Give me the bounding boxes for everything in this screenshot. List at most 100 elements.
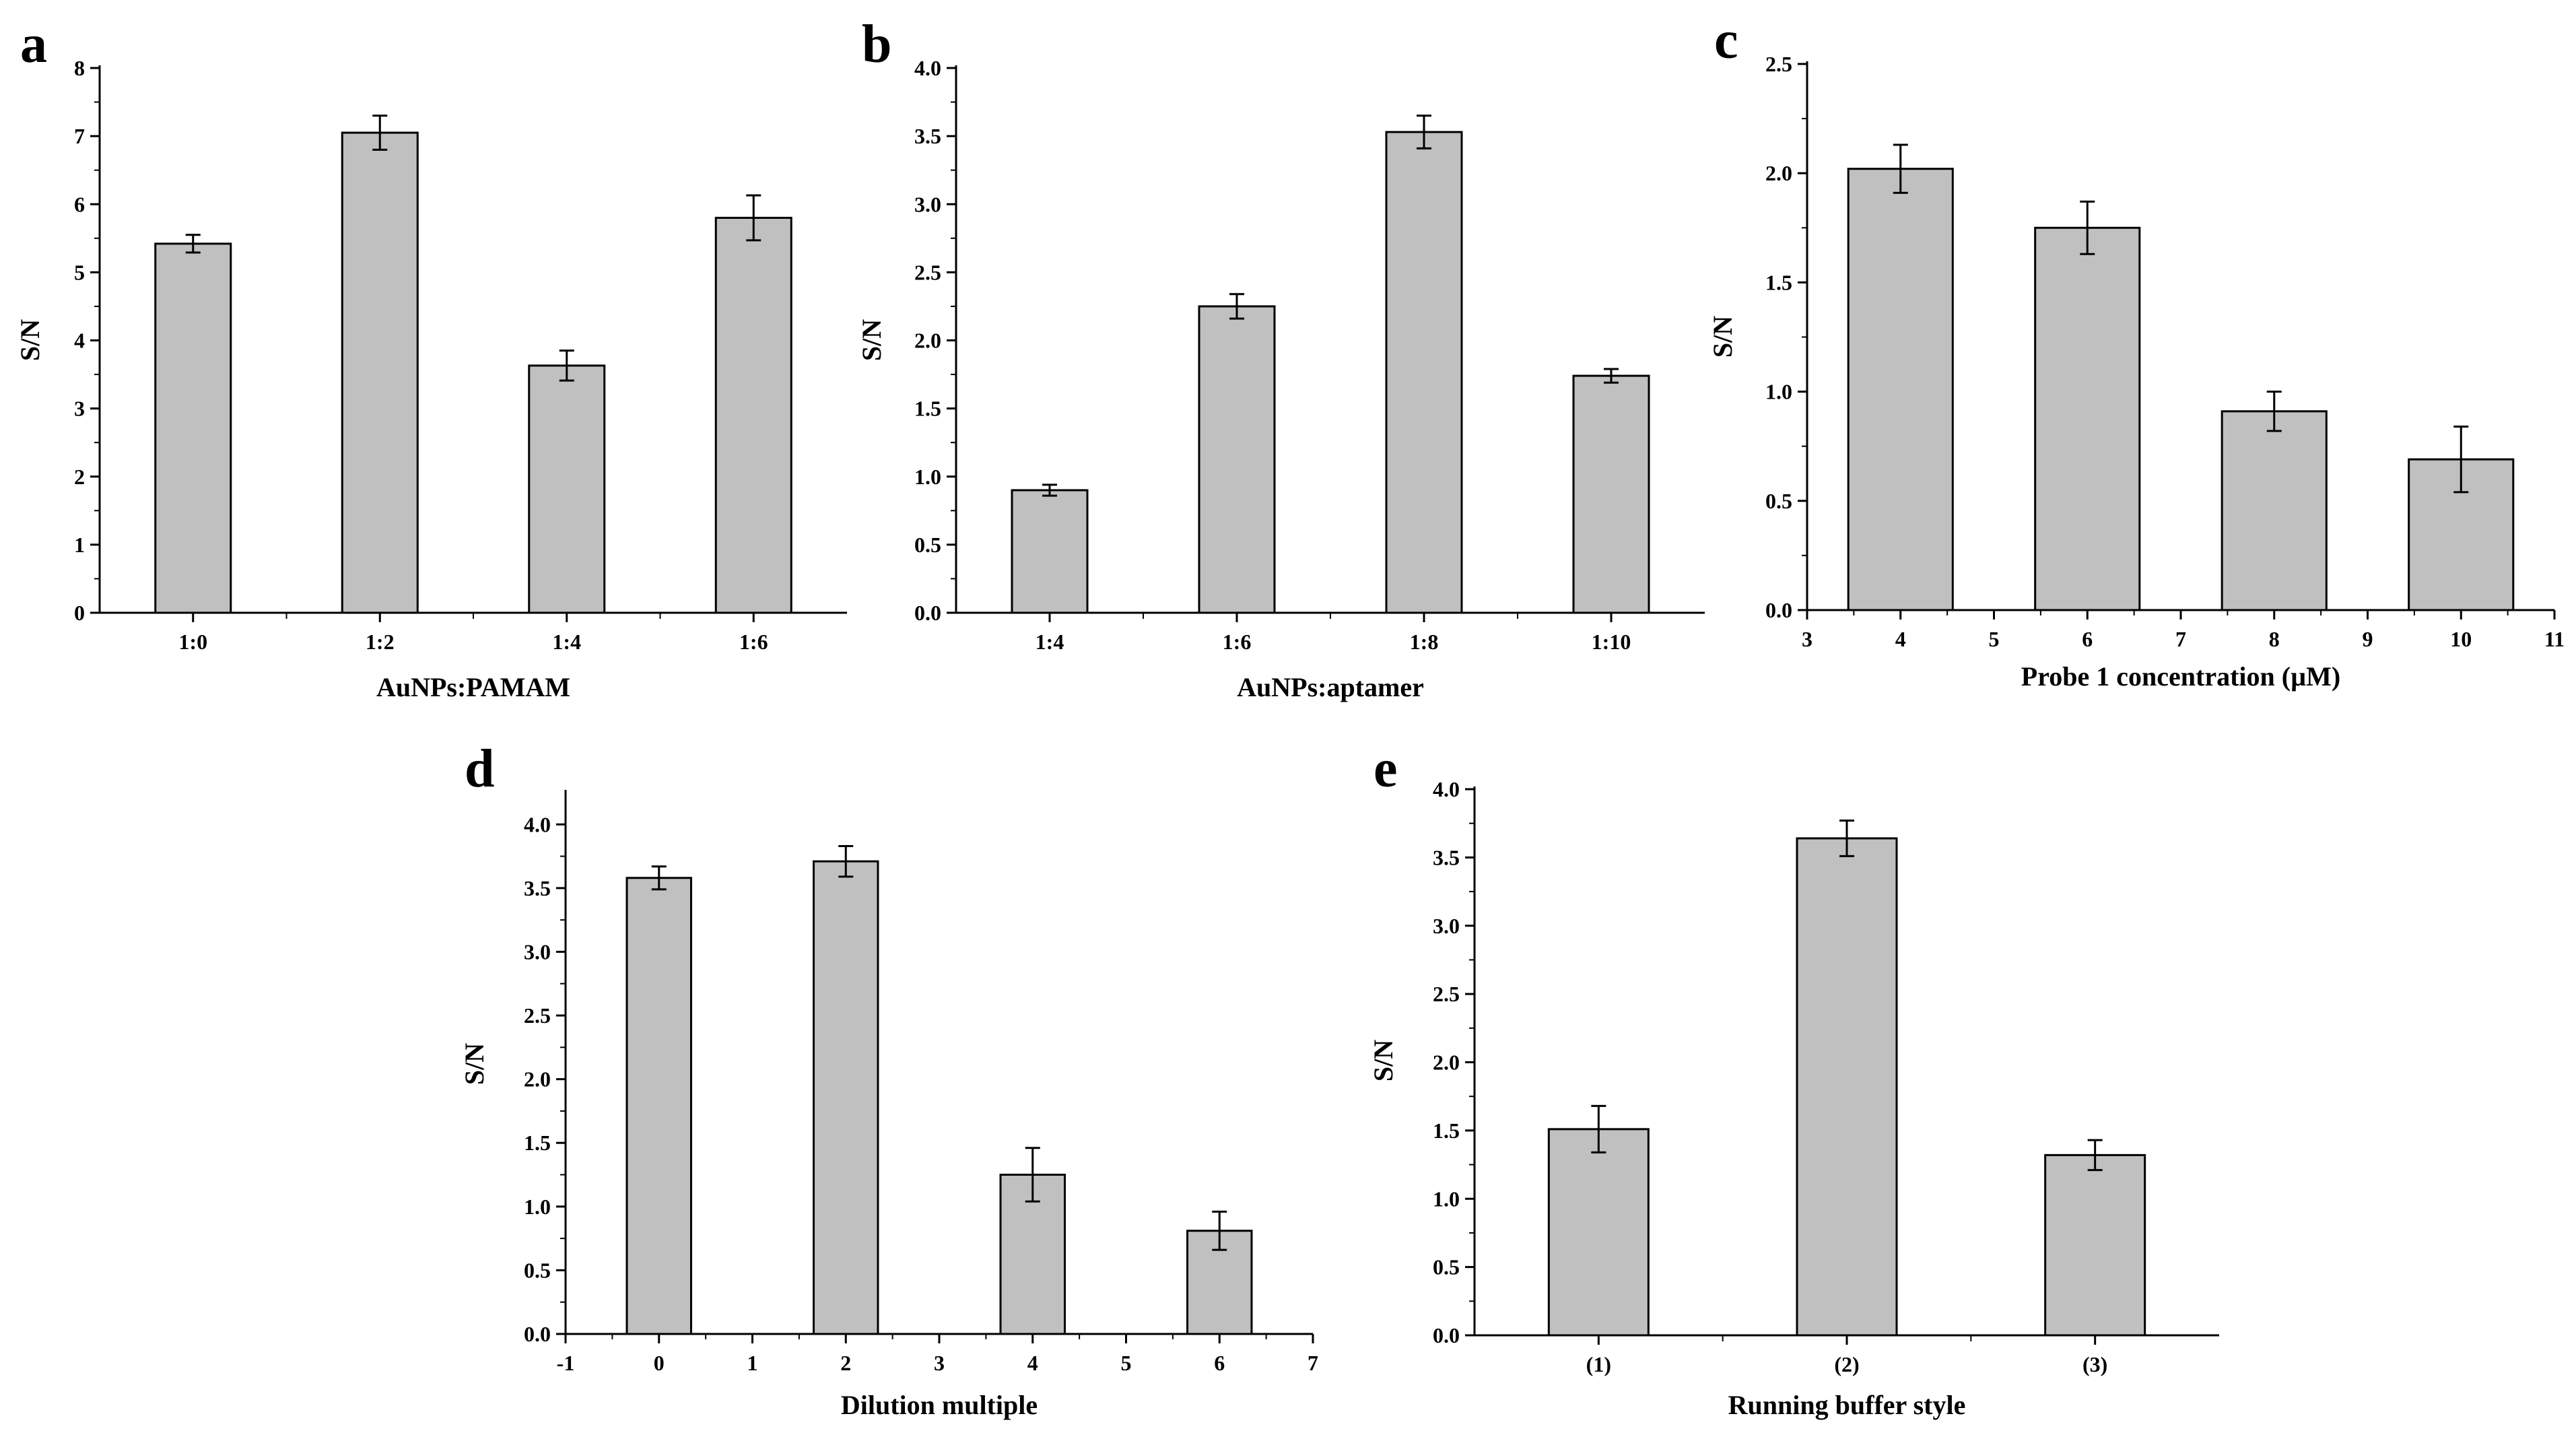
y-axis-label: S/N — [1368, 1040, 1398, 1081]
panel-letter: b — [862, 15, 892, 74]
x-tick-label: 6 — [2082, 627, 2093, 651]
x-tick-label: 1:4 — [1036, 630, 1064, 654]
y-axis-label: S/N — [459, 1043, 489, 1085]
x-tick-label: 4 — [1895, 627, 1906, 651]
y-tick-label: 6 — [74, 192, 85, 216]
y-tick-label: 0.0 — [1765, 598, 1792, 622]
bar — [625, 877, 692, 1335]
bar — [2034, 226, 2141, 611]
y-tick-label: 7 — [74, 124, 85, 148]
x-tick-label: 3 — [1802, 627, 1812, 651]
y-tick-label: 1.0 — [1765, 380, 1792, 404]
x-tick-label: 8 — [2269, 627, 2280, 651]
panel-d: 0.0 0.5 1.0 1.5 2.0 2.5 3.0 3.5 4.0 -1 0 1 2 3 4 5 6 7 Dil… — [459, 739, 1318, 1420]
x-tick-label: 7 — [1308, 1351, 1318, 1375]
x-axis-label: AuNPs:PAMAM — [376, 672, 570, 702]
bar — [1572, 374, 1650, 614]
y-tick-label: 0.0 — [1433, 1323, 1460, 1347]
y-tick-label: 4.0 — [914, 56, 941, 80]
x-tick-label: 6 — [1214, 1351, 1225, 1375]
y-tick-label: 2.0 — [1433, 1050, 1460, 1075]
x-tick-label: 1:2 — [366, 630, 395, 654]
x-tick-label: 1:4 — [552, 630, 581, 654]
y-tick-label: 1.0 — [914, 465, 941, 489]
y-axis-label: S/N — [856, 319, 887, 361]
y-tick-label: 2.5 — [524, 1003, 551, 1028]
x-tick-label: 5 — [1989, 627, 2000, 651]
bar — [2221, 410, 2328, 611]
x-axis-label: AuNPs:aptamer — [1237, 672, 1424, 702]
y-tick-label: 3.5 — [1433, 845, 1460, 869]
y-tick-label: 2.0 — [524, 1067, 551, 1092]
x-tick-label: (2) — [1834, 1352, 1859, 1376]
x-axis-label: Probe 1 concentration (µM) — [2021, 661, 2340, 692]
panel-letter: d — [465, 739, 495, 799]
y-tick-label: 3.5 — [914, 124, 941, 148]
x-tick-label: 9 — [2363, 627, 2373, 651]
x-axis-label: Running buffer style — [1728, 1390, 1966, 1420]
y-tick-label: 0.5 — [1765, 489, 1792, 513]
bar — [1547, 1128, 1650, 1337]
bar — [1198, 305, 1276, 614]
x-tick-label: 5 — [1121, 1351, 1132, 1375]
bar — [1385, 131, 1463, 614]
x-axis-label: Dilution multiple — [841, 1390, 1038, 1420]
x-tick-label: 11 — [2544, 627, 2565, 651]
x-tick-label: 4 — [1027, 1351, 1038, 1375]
x-tick-label: 1:6 — [1223, 630, 1252, 654]
y-tick-label: 0.0 — [914, 601, 941, 625]
y-tick-label: 4.0 — [1433, 777, 1460, 801]
y-tick-label: 5 — [74, 260, 85, 284]
panel-letter: e — [1374, 739, 1398, 799]
bar — [341, 131, 419, 614]
bar — [528, 364, 606, 614]
y-tick-label: 1.0 — [1433, 1186, 1460, 1211]
panel-a: 0 1 2 3 4 5 6 7 8 1:0 1:2 1:4 1:6 AuNPs:PAMAM S/N a — [15, 15, 847, 702]
y-tick-label: 0.0 — [524, 1322, 551, 1346]
panel-c: 0.0 0.5 1.0 1.5 2.0 2.5 3 4 5 6 7 8 9 10 11 Probe 1 con… — [1707, 11, 2565, 692]
y-tick-label: 3.5 — [524, 876, 551, 900]
panel-letter: c — [1714, 11, 1738, 70]
x-tick-label: -1 — [557, 1351, 575, 1375]
x-tick-label: 1:0 — [178, 630, 207, 654]
bar — [1796, 837, 1898, 1337]
bar — [1847, 168, 1954, 611]
y-tick-label: 2.0 — [1765, 161, 1792, 185]
x-tick-label: 1:6 — [739, 630, 768, 654]
y-tick-label: 1.5 — [914, 397, 941, 421]
bar — [813, 860, 879, 1335]
y-tick-label: 4.0 — [524, 812, 551, 836]
x-tick-label: 0 — [654, 1351, 665, 1375]
bar — [714, 216, 792, 614]
x-tick-label: 2 — [840, 1351, 851, 1375]
y-tick-label: 1 — [74, 533, 85, 557]
x-tick-label: 1:10 — [1592, 630, 1631, 654]
x-tick-label: 1 — [747, 1351, 758, 1375]
x-tick-label: (3) — [2082, 1352, 2107, 1376]
x-tick-label: 10 — [2450, 627, 2472, 651]
x-tick-label: (1) — [1586, 1352, 1611, 1376]
y-tick-label: 3.0 — [1433, 914, 1460, 938]
bar — [2044, 1153, 2146, 1337]
panel-b: 0.0 0.5 1.0 1.5 2.0 2.5 3.0 3.5 4.0 1:4 1:6 1:8 1:10… — [856, 15, 1705, 702]
y-tick-label: 0.5 — [914, 533, 941, 557]
y-tick-label: 0.5 — [524, 1258, 551, 1282]
y-tick-label: 2.5 — [1765, 52, 1792, 76]
y-axis-label: S/N — [15, 319, 45, 361]
y-tick-label: 3 — [74, 397, 85, 421]
bar — [1011, 489, 1089, 614]
y-tick-label: 8 — [74, 56, 85, 80]
y-tick-label: 2.5 — [914, 260, 941, 284]
y-tick-label: 2.0 — [914, 329, 941, 353]
panel-e: 0.0 0.5 1.0 1.5 2.0 2.5 3.0 3.5 4.0 (1) (2) (3) Runn… — [1368, 739, 2219, 1420]
y-tick-label: 0 — [74, 601, 85, 625]
y-tick-label: 2 — [74, 465, 85, 489]
y-tick-label: 3.0 — [914, 192, 941, 216]
panel-letter: a — [20, 15, 47, 74]
x-tick-label: 7 — [2175, 627, 2186, 651]
y-tick-label: 3.0 — [524, 939, 551, 964]
y-tick-label: 1.5 — [1433, 1118, 1460, 1143]
y-tick-label: 1.5 — [524, 1131, 551, 1155]
x-tick-label: 3 — [934, 1351, 945, 1375]
